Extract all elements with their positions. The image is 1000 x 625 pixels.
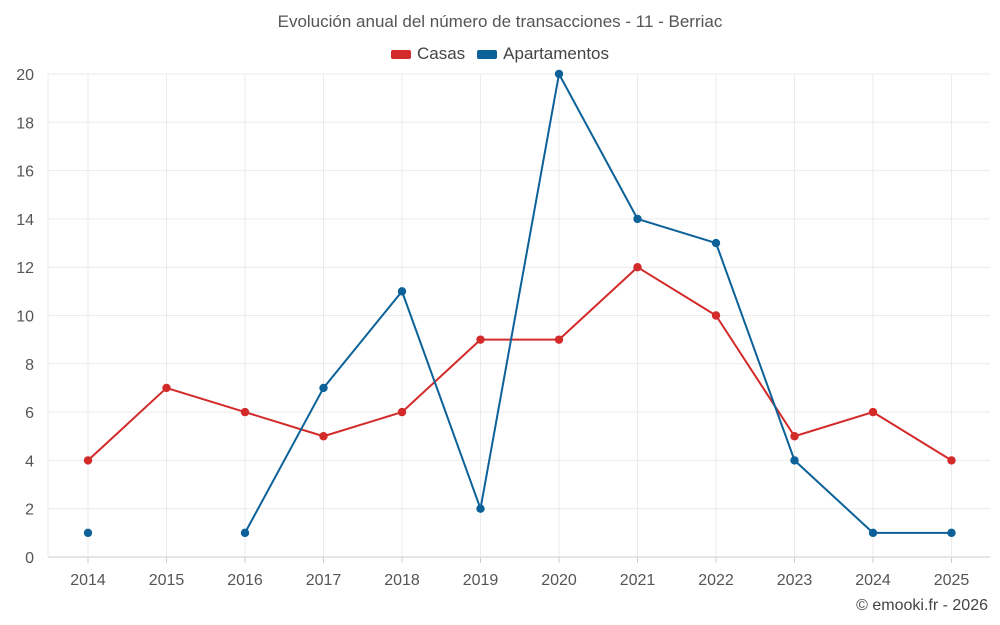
x-tick-label-2022: 2022 [698,572,734,589]
data-point-casas-2020[interactable] [554,335,564,344]
legend-swatch-casas [390,49,411,59]
legend-item-casas[interactable]: Casas [390,44,466,64]
x-tick-label-2020: 2020 [541,572,577,589]
data-point-casas-2025[interactable] [947,456,956,465]
credit-text: © emooki.fr - 2026 [856,597,988,614]
y-tick-label-18: 18 [16,115,34,132]
y-tick-label-4: 4 [25,453,34,470]
data-point-casas-2023[interactable] [790,432,799,441]
data-point-apartamentos-2023[interactable] [790,456,799,465]
data-point-apartamentos-2022[interactable] [711,238,721,248]
data-point-apartamentos-2018[interactable] [397,287,407,296]
data-point-casas-2024[interactable] [868,407,878,417]
series-line-apartamentos-1 [244,73,952,534]
legend-item-apartamentos[interactable]: Apartamentos [477,44,609,64]
data-point-apartamentos-2019[interactable] [476,504,485,513]
data-point-casas-2022[interactable] [711,311,721,320]
x-tick-label-2018: 2018 [384,572,420,589]
series-line-casas-0 [87,266,953,462]
data-point-casas-2017[interactable] [319,432,328,441]
data-point-apartamentos-2014[interactable] [83,528,93,538]
data-point-casas-2015[interactable] [162,383,171,393]
y-tick-label-0: 0 [25,550,34,567]
y-tick-label-16: 16 [16,164,34,181]
legend-swatch-apartamentos [477,49,498,59]
x-tick-label-2025: 2025 [934,572,970,589]
y-tick-label-10: 10 [16,309,34,326]
data-point-casas-2014[interactable] [83,456,93,465]
x-tick-label-2021: 2021 [620,572,656,589]
data-point-casas-2019[interactable] [476,335,485,344]
y-tick-label-12: 12 [16,260,34,277]
x-tick-label-2017: 2017 [306,572,342,589]
x-tick-label-2016: 2016 [227,572,263,589]
y-tick-label-8: 8 [25,357,34,374]
data-point-apartamentos-2025[interactable] [947,528,956,538]
chart-title: Evolución anual del número de transaccio… [277,12,723,31]
y-tick-label-20: 20 [16,67,34,84]
x-tick-label-2019: 2019 [463,572,499,589]
legend-label-apartamentos: Apartamentos [503,44,610,63]
x-tick-label-2015: 2015 [149,572,185,589]
x-tick-label-2024: 2024 [855,572,891,589]
x-tick-label-2014: 2014 [70,572,106,589]
y-tick-label-14: 14 [16,212,34,229]
legend-label-casas: Casas [416,44,466,63]
data-point-casas-2021[interactable] [633,263,642,272]
y-tick-label-6: 6 [25,405,34,422]
data-point-apartamentos-2021[interactable] [633,214,642,224]
data-point-casas-2018[interactable] [397,407,407,417]
y-tick-label-2: 2 [25,502,34,519]
data-point-apartamentos-2024[interactable] [868,528,878,538]
data-point-apartamentos-2020[interactable] [554,69,564,79]
data-point-casas-2016[interactable] [240,407,250,417]
data-point-apartamentos-2017[interactable] [319,383,328,393]
x-tick-label-2023: 2023 [777,572,813,589]
legend: Casas Apartamentos [0,44,1000,64]
data-point-apartamentos-2016[interactable] [240,528,250,538]
